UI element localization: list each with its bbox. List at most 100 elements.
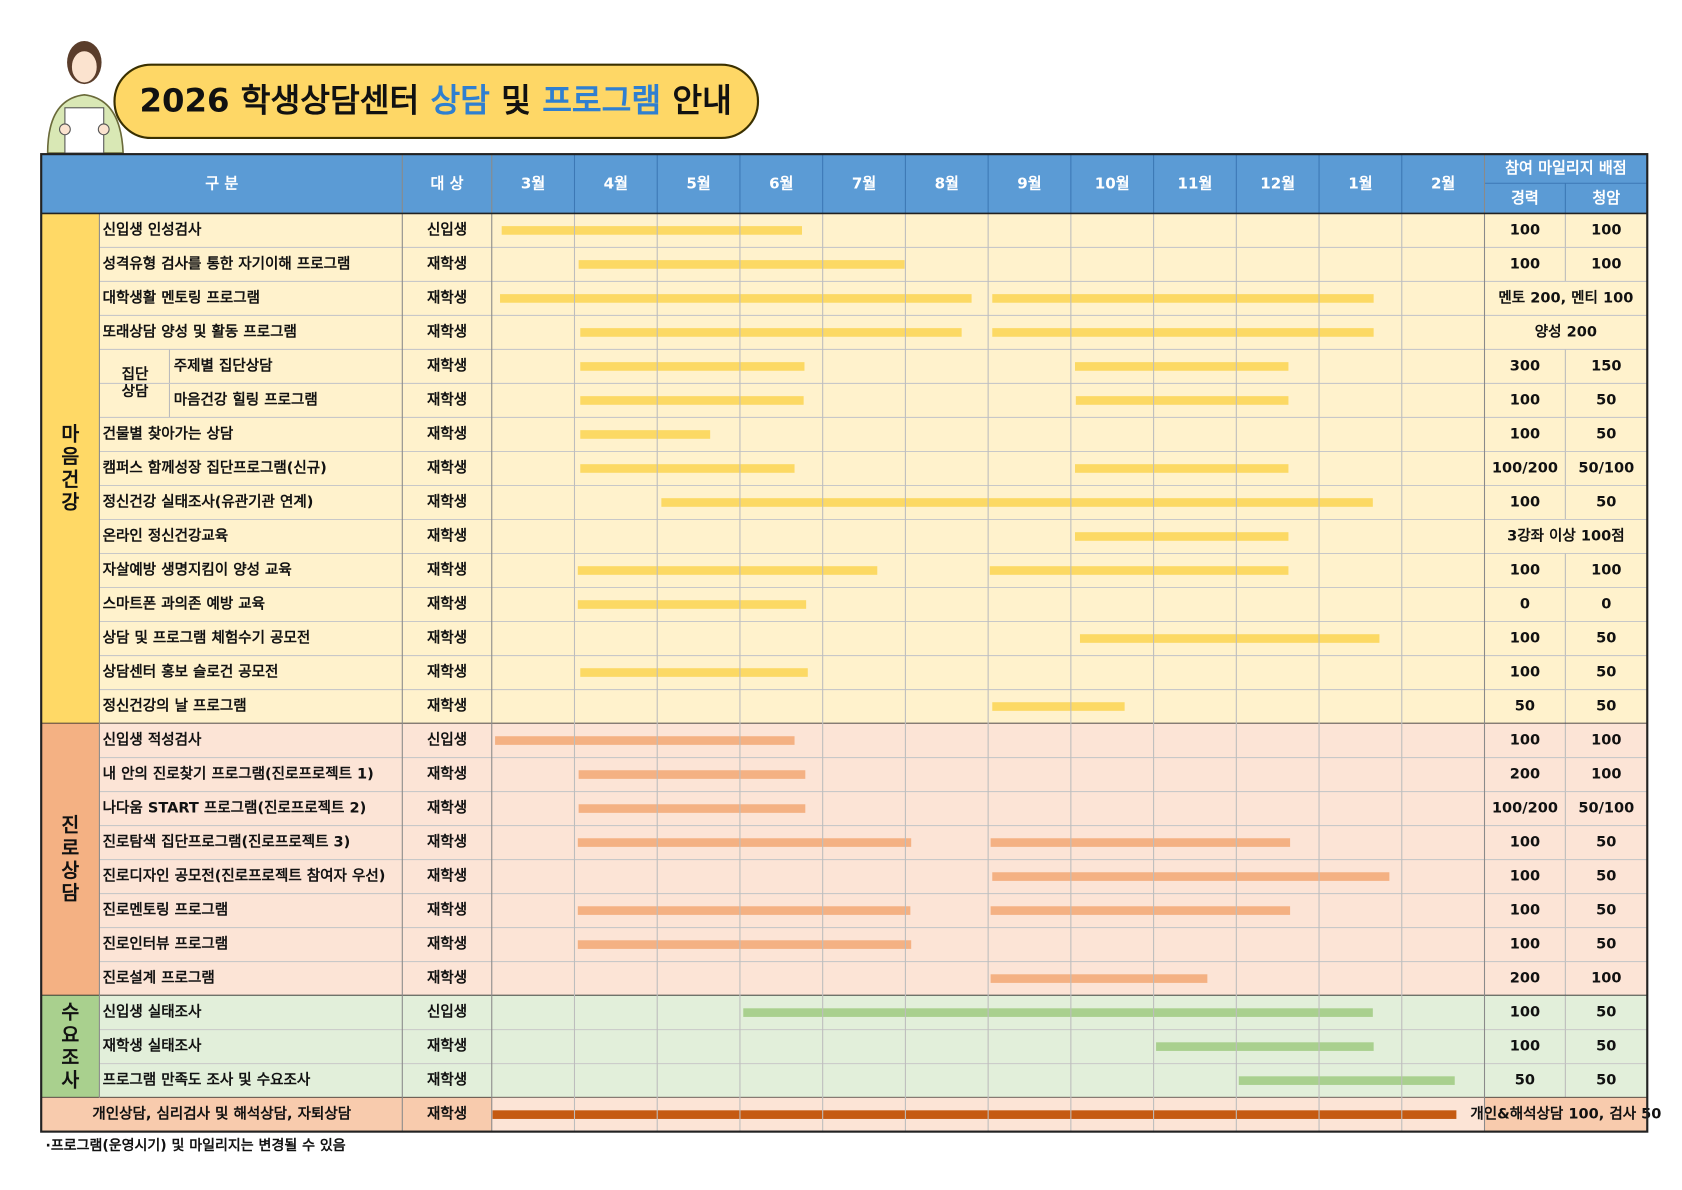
- target: 재학생: [427, 800, 467, 817]
- mileage: 100: [1510, 221, 1540, 238]
- header-month: 5월: [686, 174, 710, 192]
- mileage: 50: [1515, 698, 1535, 715]
- program-name: 재학생 실태조사: [103, 1038, 202, 1055]
- schedule-bar: [577, 838, 912, 847]
- target: 재학생: [427, 834, 467, 851]
- schedule-bar: [992, 294, 1374, 303]
- schedule-bar: [577, 906, 911, 915]
- program-name: 정신건강 실태조사(유관기관 연계): [103, 492, 314, 510]
- mileage: 100: [1510, 1004, 1540, 1021]
- program-name: 또래상담 양성 및 활동 프로그램: [103, 322, 297, 340]
- section-label-bg: [41, 723, 100, 996]
- target: 신입생: [427, 221, 467, 238]
- header-month: 1월: [1348, 174, 1372, 192]
- mileage: 양성 200: [1535, 322, 1597, 340]
- target: 재학생: [427, 596, 467, 613]
- page-title: 2026 학생상담센터 상담 및 프로그램 안내: [140, 81, 732, 119]
- mileage: 50: [1596, 1004, 1616, 1021]
- mileage: 100: [1591, 562, 1621, 579]
- header-month: 3월: [521, 174, 545, 192]
- mileage: 100: [1510, 936, 1540, 953]
- header-month: 6월: [769, 174, 793, 192]
- header-month: 9월: [1017, 174, 1041, 192]
- target: 재학생: [427, 1038, 467, 1055]
- mileage: 0: [1601, 596, 1611, 613]
- schedule-bar: [580, 464, 795, 473]
- target: 재학생: [427, 255, 467, 272]
- header-month: 4월: [604, 174, 628, 192]
- program-name: 진로멘토링 프로그램: [103, 901, 229, 919]
- header-category: 구 분: [205, 174, 238, 192]
- header-month: 7월: [852, 174, 876, 192]
- target: 재학생: [427, 664, 467, 681]
- target: 재학생: [427, 562, 467, 579]
- program-name: 주제별 집단상담: [174, 356, 273, 374]
- mileage: 100: [1591, 970, 1621, 987]
- schedule-bar: [501, 226, 802, 235]
- program-name: 진로탐색 집단프로그램(진로프로젝트 3): [103, 833, 351, 851]
- schedule-bar: [492, 1110, 1457, 1119]
- mileage: 0: [1520, 596, 1530, 613]
- mileage: 50/100: [1578, 459, 1634, 476]
- program-name: 자살예방 생명지킴이 양성 교육: [103, 561, 292, 579]
- schedule-bar: [580, 362, 805, 371]
- header-month: 2월: [1431, 174, 1455, 192]
- title-part: 상담: [430, 81, 490, 119]
- target: 재학생: [427, 323, 467, 340]
- target: 재학생: [427, 527, 467, 544]
- schedule-bar: [990, 906, 1291, 915]
- schedule-bar: [1074, 464, 1289, 473]
- mileage: 50: [1596, 936, 1616, 953]
- mileage: 100: [1510, 732, 1540, 749]
- schedule-bar: [495, 736, 795, 745]
- mileage: 100: [1510, 562, 1540, 579]
- program-name: 프로그램 만족도 조사 및 수요조사: [103, 1071, 311, 1089]
- schedule-bar: [1074, 362, 1289, 371]
- mileage: 150: [1591, 357, 1621, 374]
- program-name: 대학생활 멘토링 프로그램: [103, 288, 260, 306]
- mileage: 50: [1596, 664, 1616, 681]
- program-name: 신입생 인성검사: [103, 220, 202, 238]
- program-name: 상담센터 홍보 슬로건 공모전: [103, 663, 279, 681]
- schedule-bar: [990, 838, 1291, 847]
- mileage: 50: [1596, 834, 1616, 851]
- mileage: 100: [1510, 255, 1540, 272]
- program-name: 진로디자인 공모전(진로프로젝트 참여자 우선): [103, 867, 386, 885]
- program-name: 정신건강의 날 프로그램: [103, 697, 247, 715]
- header-month: 10월: [1095, 174, 1130, 192]
- mileage: 300: [1510, 357, 1540, 374]
- mileage: 멘토 200, 멘티 100: [1498, 289, 1633, 306]
- program-name: 나다움 START 프로그램(진로프로젝트 2): [103, 799, 367, 817]
- target: 재학생: [427, 1106, 467, 1123]
- schedule-bar: [992, 702, 1125, 711]
- title-pill: [113, 63, 760, 140]
- mileage: 50: [1596, 1072, 1616, 1089]
- section-label-bg: [41, 213, 100, 724]
- target: 재학생: [427, 493, 467, 510]
- mileage: 50: [1515, 1072, 1535, 1089]
- mileage: 개인&해석상담 100, 검사 50: [1470, 1105, 1661, 1123]
- schedule-bar: [577, 600, 807, 609]
- program-name: 성격유형 검사를 통한 자기이해 프로그램: [103, 254, 351, 272]
- target: 재학생: [427, 289, 467, 306]
- mileage: 50: [1596, 868, 1616, 885]
- mileage: 50: [1596, 1038, 1616, 1055]
- title-part: 안내: [661, 81, 732, 119]
- schedule-bar: [1238, 1076, 1455, 1085]
- program-name: 신입생 적성검사: [103, 731, 202, 749]
- title-part: 프로그램: [542, 81, 661, 119]
- group-label: 집단 상담: [122, 365, 149, 400]
- program-name: 신입생 실태조사: [103, 1004, 202, 1021]
- mileage: 200: [1510, 970, 1540, 987]
- mileage: 100: [1510, 868, 1540, 885]
- mileage: 100: [1591, 221, 1621, 238]
- schedule-table: 구 분 대 상 3월 4월 5월 6월 7월 8월 9월 10월 11월 12월 1월 2월 참여 마일리지…: [40, 153, 1661, 1133]
- mileage: 50: [1596, 391, 1616, 408]
- program-name: 캠퍼스 함께성장 집단프로그램(신규): [103, 458, 327, 476]
